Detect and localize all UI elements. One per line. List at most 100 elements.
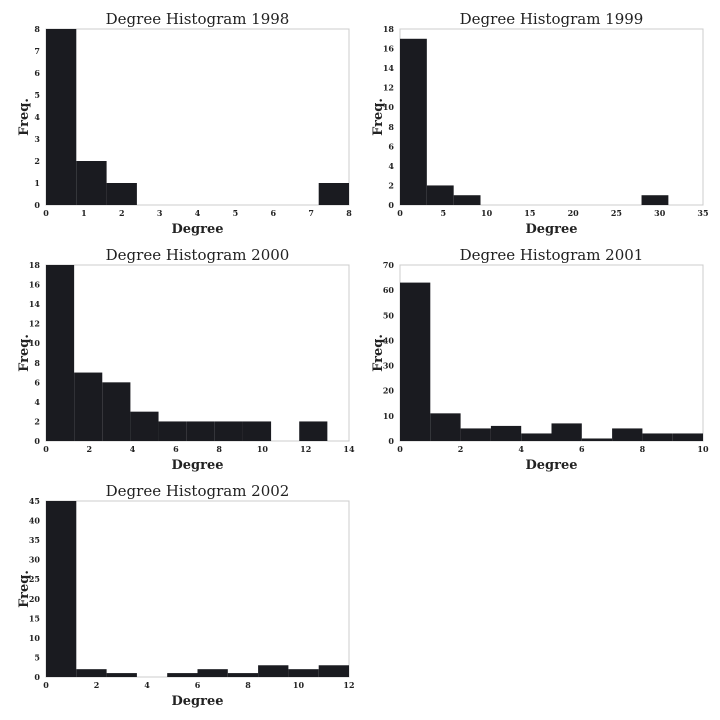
- x-tick-label: 6: [195, 680, 201, 690]
- y-tick-label: 2: [34, 416, 40, 426]
- x-axis-label: Degree: [525, 458, 577, 473]
- y-tick-label: 40: [29, 516, 41, 526]
- y-tick-label: 6: [388, 141, 394, 151]
- y-tick-label: 16: [383, 44, 395, 54]
- y-axis-label: Freq.: [17, 334, 32, 372]
- histogram-bar: [581, 438, 613, 441]
- x-tick-label: 14: [343, 444, 355, 454]
- x-tick-label: 2: [458, 444, 464, 454]
- x-tick-label: 4: [195, 208, 201, 218]
- histogram-bar: [46, 29, 77, 205]
- y-tick-label: 5: [34, 90, 40, 100]
- x-tick-label: 2: [94, 680, 100, 690]
- x-tick-label: 8: [346, 208, 352, 218]
- y-axis-label: Freq.: [371, 334, 386, 372]
- y-tick-label: 18: [29, 260, 41, 270]
- y-tick-label: 12: [29, 319, 40, 329]
- histogram-bar: [460, 428, 491, 441]
- y-tick-label: 12: [383, 83, 394, 93]
- y-tick-label: 8: [388, 122, 394, 132]
- y-tick-label: 10: [29, 338, 41, 348]
- y-tick-label: 10: [383, 102, 395, 112]
- chart-panel-4: Degree Histogram 2002 0 2 4 6 8 10 12 0 5 10 15 20 25…: [17, 482, 355, 709]
- y-tick-label: 1: [34, 178, 40, 188]
- histogram-bar: [186, 421, 215, 441]
- y-tick-label: 35: [29, 535, 40, 545]
- histogram-bar: [130, 411, 159, 441]
- histogram-bar: [642, 433, 673, 441]
- chart-title: Degree Histogram 1998: [106, 10, 290, 28]
- histogram-bar: [641, 195, 669, 205]
- histogram-bar: [74, 372, 103, 441]
- histogram-bar: [46, 265, 75, 441]
- histogram-bar: [612, 428, 643, 441]
- histogram-bar: [197, 669, 228, 677]
- histogram-bar: [76, 669, 107, 677]
- x-tick-label: 12: [300, 444, 311, 454]
- y-tick-label: 16: [29, 280, 41, 290]
- y-tick-label: 8: [34, 358, 40, 368]
- plot-area: [399, 28, 704, 206]
- x-axis-label: Degree: [525, 222, 577, 237]
- y-tick-label: 0: [34, 200, 40, 210]
- y-axis-label: Freq.: [371, 98, 386, 136]
- x-tick-label: 0: [43, 208, 49, 218]
- x-tick-label: 10: [481, 208, 493, 218]
- x-tick-label: 6: [579, 444, 585, 454]
- histogram-bar: [158, 421, 187, 441]
- y-tick-label: 2: [388, 180, 394, 190]
- x-tick-label: 1: [81, 208, 87, 218]
- y-tick-label: 14: [383, 63, 395, 73]
- y-tick-label: 30: [383, 361, 395, 371]
- histogram-bar: [227, 673, 259, 677]
- histogram-bar: [400, 282, 431, 441]
- y-tick-label: 10: [383, 411, 395, 421]
- histogram-bar: [400, 38, 427, 206]
- chart-panel-0: Degree Histogram 1998 0 1 2 3 4 5 6 7 8 0 1 2 3 4 5 6 7 8 D…: [17, 10, 352, 237]
- y-tick-label: 14: [29, 299, 41, 309]
- histogram-bar: [214, 421, 243, 441]
- histogram-bar: [318, 665, 349, 677]
- x-axis-label: Degree: [171, 458, 223, 473]
- x-tick-label: 8: [640, 444, 646, 454]
- x-tick-label: 5: [440, 208, 446, 218]
- y-tick-label: 0: [388, 200, 394, 210]
- x-tick-label: 0: [397, 208, 403, 218]
- y-tick-label: 4: [34, 397, 40, 407]
- y-tick-label: 0: [34, 672, 40, 682]
- y-tick-label: 15: [29, 613, 40, 623]
- x-tick-label: 0: [397, 444, 403, 454]
- histogram-bar: [102, 382, 131, 441]
- y-tick-label: 10: [29, 633, 41, 643]
- y-tick-label: 7: [34, 46, 40, 56]
- histogram-bar: [430, 413, 461, 441]
- chart-panel-2: Degree Histogram 2000 0 2 4 6 8 10 12 14 0 2 4 6 8 10 1…: [17, 246, 355, 473]
- x-tick-label: 12: [343, 680, 354, 690]
- y-axis-label: Freq.: [17, 98, 32, 136]
- x-tick-label: 4: [144, 680, 150, 690]
- x-tick-label: 7: [308, 208, 314, 218]
- histogram-bar: [521, 433, 552, 441]
- y-tick-label: 4: [34, 112, 40, 122]
- x-tick-label: 6: [270, 208, 276, 218]
- histogram-bar: [672, 433, 703, 441]
- chart-panel-3: Degree Histogram 2001 0 2 4 6 8 10 0 10 20 30 40 50 6…: [371, 246, 709, 473]
- histogram-bar: [106, 673, 137, 677]
- x-tick-label: 4: [130, 444, 136, 454]
- histogram-bar: [318, 183, 349, 205]
- x-tick-label: 0: [43, 680, 49, 690]
- x-axis-label: Degree: [171, 222, 223, 237]
- x-tick-label: 10: [257, 444, 269, 454]
- chart-title: Degree Histogram 1999: [460, 10, 644, 28]
- x-tick-label: 35: [697, 208, 708, 218]
- x-tick-label: 0: [43, 444, 49, 454]
- y-tick-label: 30: [29, 555, 41, 565]
- x-tick-label: 2: [86, 444, 92, 454]
- histogram-bar: [258, 665, 289, 677]
- y-tick-label: 3: [34, 134, 40, 144]
- y-tick-label: 45: [29, 496, 40, 506]
- y-tick-label: 4: [388, 161, 394, 171]
- histogram-bar: [453, 195, 481, 205]
- x-tick-label: 25: [611, 208, 622, 218]
- y-tick-label: 20: [29, 594, 41, 604]
